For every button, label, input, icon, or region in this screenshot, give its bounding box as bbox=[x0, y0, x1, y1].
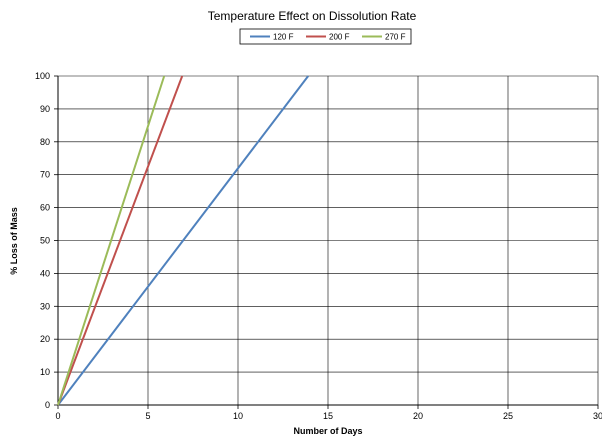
y-axis-ticks: 0 10 20 30 40 50 60 70 80 90 100 bbox=[35, 71, 58, 410]
x-axis-label: Number of Days bbox=[293, 426, 362, 436]
x-tick-label: 5 bbox=[145, 411, 150, 421]
series-line-2 bbox=[57, 75, 166, 406]
legend-label-1: 200 F bbox=[329, 33, 350, 42]
y-tick-label: 80 bbox=[40, 137, 50, 147]
legend: 120 F 200 F 270 F bbox=[239, 28, 412, 45]
legend-label-2: 270 F bbox=[385, 33, 406, 42]
y-tick-label: 100 bbox=[35, 71, 50, 81]
x-tick-label: 10 bbox=[233, 411, 243, 421]
y-tick-label: 60 bbox=[40, 203, 50, 213]
y-tick-label: 40 bbox=[40, 268, 50, 278]
legend-label-0: 120 F bbox=[273, 33, 294, 42]
y-tick-label: 10 bbox=[40, 367, 50, 377]
y-tick-label: 0 bbox=[45, 400, 50, 410]
y-tick-label: 50 bbox=[40, 236, 50, 246]
y-tick-label: 20 bbox=[40, 334, 50, 344]
x-axis-ticks: 0 5 10 15 20 25 30 bbox=[55, 405, 602, 421]
gridlines bbox=[57, 75, 599, 406]
x-tick-label: 30 bbox=[593, 411, 602, 421]
series-lines bbox=[57, 75, 309, 406]
y-axis-label: % Loss of Mass bbox=[9, 207, 19, 275]
series-line-0 bbox=[57, 75, 309, 406]
y-tick-label: 70 bbox=[40, 170, 50, 180]
x-tick-label: 15 bbox=[323, 411, 333, 421]
y-tick-label: 30 bbox=[40, 301, 50, 311]
x-tick-label: 20 bbox=[413, 411, 423, 421]
x-tick-label: 0 bbox=[55, 411, 60, 421]
chart-title: Temperature Effect on Dissolution Rate bbox=[208, 9, 417, 23]
x-tick-label: 25 bbox=[503, 411, 513, 421]
series-line-1 bbox=[57, 75, 184, 406]
y-tick-label: 90 bbox=[40, 104, 50, 114]
